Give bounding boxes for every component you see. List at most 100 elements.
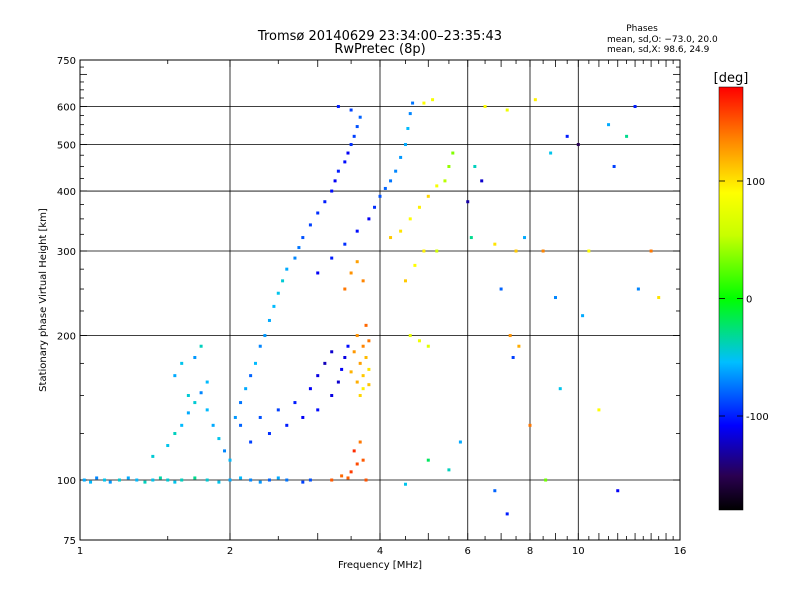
data-point [180,423,184,427]
data-point [358,115,362,119]
data-point [267,478,271,482]
data-point [186,411,190,415]
data-point [352,350,356,354]
data-point [343,160,347,164]
data-point [558,387,562,391]
y-tick-label: 100 [57,476,76,487]
data-point [239,423,243,427]
data-point [346,344,350,348]
data-point [636,287,640,291]
data-point [358,361,362,365]
data-point [469,236,473,240]
data-point [426,458,430,462]
chart-title: Tromsø 20140629 23:34:00–23:35:43 [257,29,502,44]
data-point [258,480,262,484]
y-tick-label: 400 [57,187,76,198]
data-point [349,370,353,374]
data-point [581,314,585,318]
data-point [336,169,340,173]
data-point [297,246,301,250]
colorbar-tick-label: -100 [746,412,769,423]
data-point [361,458,365,462]
data-point [340,474,344,478]
data-point [323,200,327,204]
data-point [173,432,177,436]
data-point [367,383,371,387]
data-point [435,184,439,188]
tick-labels: 1 2 4 6 8 10 16 75 100 200 300 400 500 600 750 [57,56,686,557]
data-point [173,374,177,378]
data-point [199,391,203,395]
data-point [352,134,356,138]
data-point [343,242,347,246]
data-point [293,256,297,260]
data-point [399,229,403,233]
data-point [89,480,93,484]
data-point [253,361,257,365]
data-point [443,179,447,183]
data-point [103,478,107,482]
data-point [108,480,112,484]
data-point [285,267,289,271]
data-point [361,344,365,348]
data-point [607,123,611,127]
data-point [249,440,253,444]
data-point [361,387,365,391]
data-point [364,323,368,327]
data-point [333,179,337,183]
data-point [411,101,415,105]
data-point [451,151,455,155]
data-point [505,512,509,516]
data-point [158,476,162,480]
data-point [533,98,537,102]
data-point [301,480,305,484]
data-point [352,449,356,453]
data-point [180,361,184,365]
data-point [205,478,209,482]
data-point [511,355,515,359]
data-point [426,194,430,198]
data-point [186,394,190,398]
y-tick-label: 300 [57,247,76,258]
phase-info-o: mean, sd,O: −73.0, 20.0 [607,35,718,45]
data-point [330,256,334,260]
data-point [343,287,347,291]
data-point [358,394,362,398]
data-point [349,470,353,474]
x-tick-label: 1 [77,546,83,557]
data-point [263,334,267,338]
data-point [258,415,262,419]
data-point [514,249,518,253]
phase-info-x: mean, sd,X: 98.6, 24.9 [607,45,710,55]
data-point [349,143,353,147]
data-point [249,374,253,378]
y-axis-label: Stationary phase Virtual Height [km] [38,208,49,392]
data-point [217,437,221,441]
data-point [403,279,407,283]
data-point [435,249,439,253]
data-point [422,249,426,253]
colorbar-ticks: 100 0 -100 [719,177,769,423]
data-point [272,304,276,308]
data-point [336,380,340,384]
data-point [323,361,327,365]
data-point [330,394,334,398]
data-point [408,112,412,116]
data-point [301,236,305,240]
data-point [422,101,426,105]
data-point [367,367,371,371]
data-point [166,444,170,448]
colorbar-tick-label: 0 [746,295,752,306]
data-point [403,143,407,147]
data-point [508,334,512,338]
data-point [343,355,347,359]
data-point [117,478,121,482]
data-point [493,242,497,246]
x-axis-label: Frequency [MHz] [338,560,422,571]
data-point [403,482,407,486]
data-point [285,423,289,427]
axis-ticks [79,59,681,541]
data-point [447,164,451,168]
data-point [408,217,412,221]
